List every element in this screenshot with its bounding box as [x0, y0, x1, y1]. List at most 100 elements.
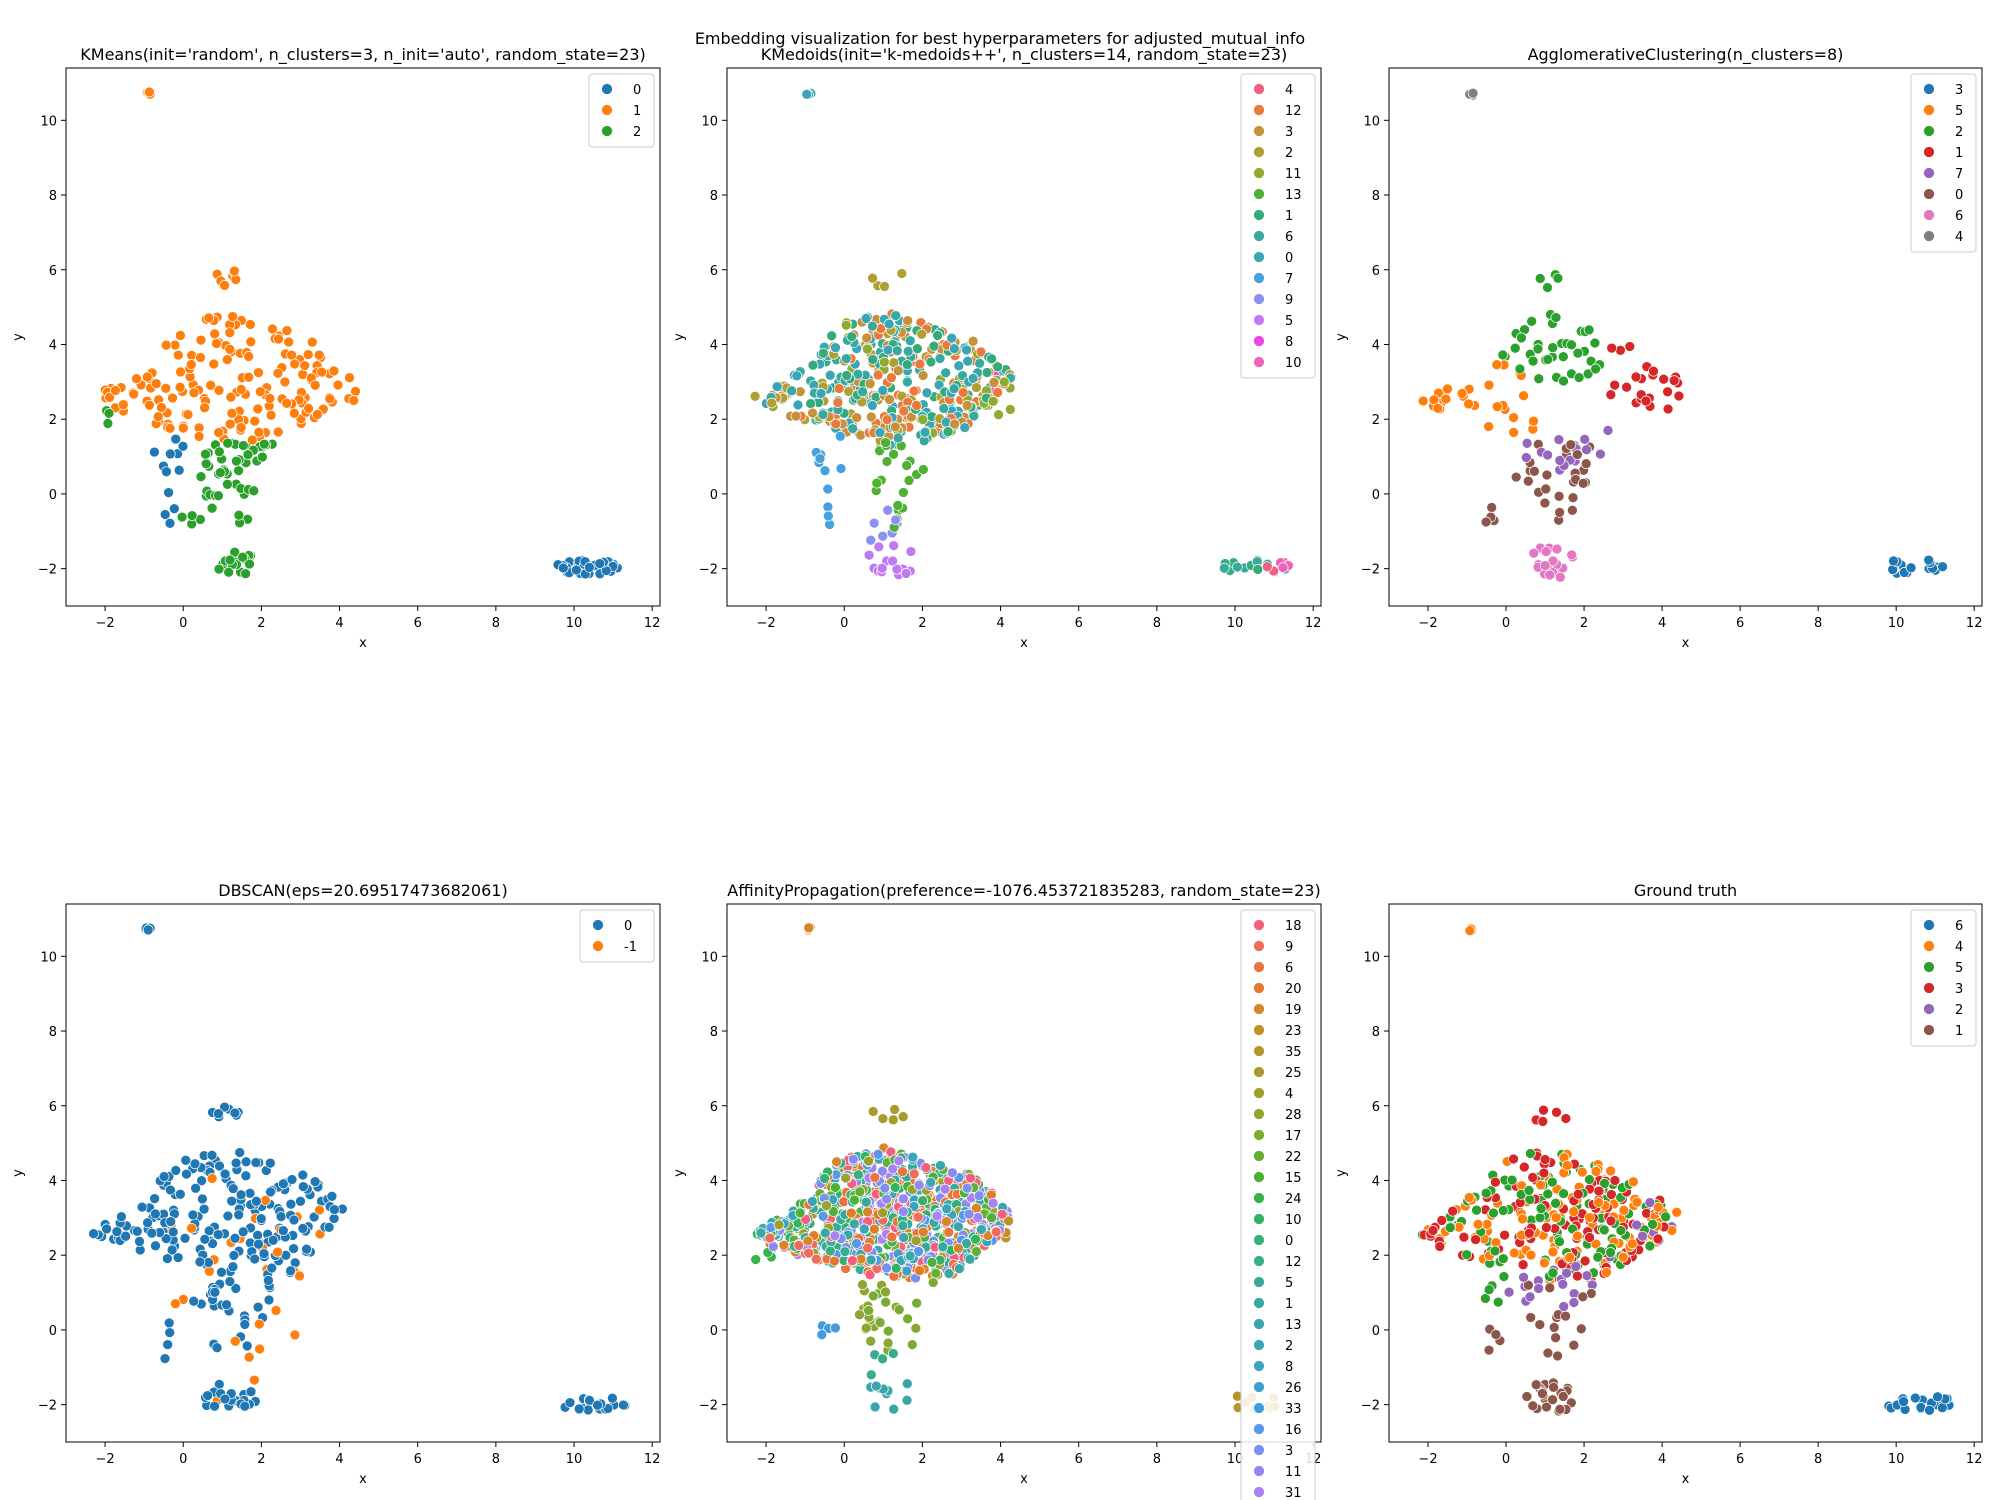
- data-point: [911, 1297, 923, 1309]
- legend-label: 23: [1285, 1024, 1302, 1039]
- data-point: [801, 88, 813, 100]
- data-point: [1923, 554, 1935, 566]
- y-tick-label: 0: [710, 488, 718, 503]
- data-point: [195, 352, 206, 363]
- data-point: [888, 1403, 900, 1415]
- data-point: [1480, 1187, 1492, 1199]
- data-point: [1637, 1230, 1648, 1242]
- data-point: [167, 392, 178, 404]
- data-point: [1558, 1301, 1570, 1312]
- y-tick-label: 10: [701, 114, 718, 129]
- data-point: [967, 335, 979, 347]
- data-point: [1668, 375, 1680, 386]
- data-point: [209, 1286, 221, 1298]
- data-point: [1497, 1205, 1509, 1216]
- data-point: [227, 1261, 239, 1273]
- data-point: [887, 1163, 899, 1175]
- data-point: [1533, 1283, 1544, 1294]
- data-point: [222, 478, 233, 490]
- data-point: [202, 1390, 214, 1401]
- data-point: [897, 1220, 909, 1232]
- data-point: [868, 517, 880, 529]
- data-point: [928, 340, 940, 352]
- data-point: [949, 418, 960, 430]
- data-point: [971, 382, 982, 393]
- legend-box: [1910, 73, 1977, 253]
- data-point: [158, 1171, 170, 1182]
- x-tick-label: 8: [1153, 1452, 1161, 1467]
- subplot-2: KMedoids(init='k-medoids++', n_clusters=…: [672, 45, 1322, 651]
- y-tick-label: 4: [1372, 1174, 1380, 1189]
- data-point: [901, 1265, 912, 1277]
- data-point: [874, 1317, 886, 1328]
- data-point: [884, 394, 895, 405]
- data-point: [1548, 1322, 1560, 1333]
- legend-label: 0: [624, 919, 632, 934]
- data-point: [1577, 477, 1589, 489]
- legend-label: 0: [1285, 251, 1293, 266]
- data-point: [766, 397, 778, 409]
- data-point: [111, 1226, 123, 1238]
- x-tick-label: 12: [644, 1452, 661, 1467]
- legend-label: 5: [1955, 961, 1963, 976]
- data-point: [805, 398, 817, 409]
- data-point: [244, 558, 255, 570]
- data-point: [289, 1329, 301, 1341]
- data-point: [1486, 502, 1498, 513]
- y-tick-label: 8: [710, 1025, 718, 1040]
- x-tick-label: 6: [1075, 616, 1083, 631]
- data-point: [344, 372, 355, 384]
- data-point: [1572, 347, 1584, 359]
- data-point: [1631, 1196, 1643, 1208]
- x-tick-label: 10: [566, 616, 583, 631]
- data-point: [1524, 1194, 1536, 1205]
- x-tick-label: 4: [1658, 616, 1666, 631]
- data-point: [254, 386, 266, 398]
- data-point: [289, 358, 300, 370]
- y-tick-label: −2: [699, 563, 718, 578]
- data-point: [1551, 1106, 1562, 1118]
- legend-label: 33: [1285, 1402, 1302, 1417]
- data-point: [297, 1169, 309, 1181]
- data-point: [1584, 1212, 1595, 1223]
- x-tick-label: 2: [257, 616, 265, 631]
- data-point: [228, 1250, 240, 1261]
- data-point: [104, 391, 115, 403]
- data-point: [1583, 324, 1595, 336]
- legend-marker: [1253, 1297, 1265, 1309]
- data-point: [1547, 555, 1559, 567]
- data-point: [1554, 507, 1565, 518]
- data-point: [1579, 1255, 1591, 1267]
- data-point: [778, 1239, 790, 1251]
- y-axis-label: y: [672, 333, 687, 341]
- legend-label: 3: [1955, 982, 1963, 997]
- legend-box: [588, 73, 655, 148]
- data-point: [1576, 1166, 1588, 1178]
- y-axis-label: y: [1334, 333, 1349, 341]
- data-point: [863, 549, 875, 561]
- data-point: [142, 924, 154, 936]
- data-point: [933, 379, 945, 391]
- data-point: [1581, 444, 1592, 456]
- data-point: [1628, 1176, 1639, 1188]
- data-point: [1554, 455, 1566, 466]
- data-point: [942, 426, 954, 438]
- y-tick-label: 4: [710, 338, 718, 353]
- subplot-6: Ground truth −2 0 2 4 6 8 10 12 −2 0 2 4 6 8 10 x y 6 4 5 3 2 1: [1334, 881, 1983, 1487]
- y-tick-label: 4: [710, 1174, 718, 1189]
- legend-label: 6: [1955, 209, 1963, 224]
- data-point: [1547, 1246, 1559, 1258]
- data-point: [1547, 1394, 1558, 1406]
- data-point: [1518, 390, 1529, 402]
- data-point: [879, 281, 890, 292]
- data-point: [1489, 1245, 1501, 1257]
- data-point: [216, 1266, 227, 1278]
- x-tick-label: 8: [1814, 1452, 1822, 1467]
- data-point: [998, 376, 1010, 388]
- data-point: [946, 332, 958, 344]
- data-point: [88, 1228, 99, 1240]
- data-point: [865, 534, 877, 546]
- data-point: [898, 1193, 909, 1205]
- data-point: [164, 422, 176, 434]
